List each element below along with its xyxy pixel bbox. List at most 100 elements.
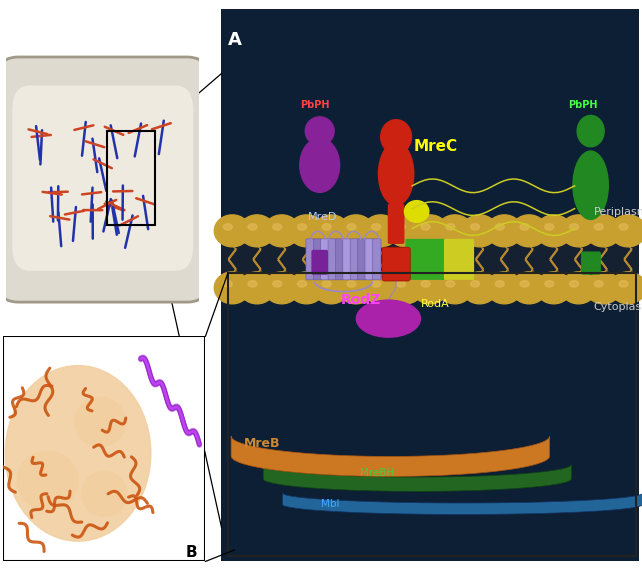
Ellipse shape xyxy=(511,215,547,247)
Text: MreB: MreB xyxy=(244,437,281,450)
Text: Cytoplasm: Cytoplasm xyxy=(594,302,642,312)
Ellipse shape xyxy=(586,272,621,304)
Ellipse shape xyxy=(288,215,324,247)
Ellipse shape xyxy=(594,280,603,287)
Ellipse shape xyxy=(520,280,529,287)
Ellipse shape xyxy=(372,280,381,287)
Ellipse shape xyxy=(569,280,578,287)
Ellipse shape xyxy=(437,272,473,304)
Ellipse shape xyxy=(536,215,572,247)
Ellipse shape xyxy=(396,280,405,287)
FancyBboxPatch shape xyxy=(358,239,366,280)
Ellipse shape xyxy=(471,223,480,230)
Ellipse shape xyxy=(412,215,448,247)
FancyBboxPatch shape xyxy=(0,57,214,302)
FancyBboxPatch shape xyxy=(365,239,374,280)
FancyBboxPatch shape xyxy=(406,239,417,280)
Ellipse shape xyxy=(545,223,554,230)
FancyBboxPatch shape xyxy=(351,239,359,280)
Ellipse shape xyxy=(363,215,399,247)
Ellipse shape xyxy=(82,471,126,516)
Ellipse shape xyxy=(610,215,642,247)
Bar xyxy=(221,9,639,561)
Ellipse shape xyxy=(511,272,547,304)
Ellipse shape xyxy=(248,280,257,287)
Text: RodZ: RodZ xyxy=(340,294,381,307)
Ellipse shape xyxy=(577,115,604,146)
Ellipse shape xyxy=(378,142,413,205)
Ellipse shape xyxy=(239,215,275,247)
Ellipse shape xyxy=(569,223,578,230)
Bar xyxy=(228,273,636,556)
Ellipse shape xyxy=(573,151,608,219)
FancyBboxPatch shape xyxy=(336,239,344,280)
Ellipse shape xyxy=(412,272,448,304)
Ellipse shape xyxy=(560,215,596,247)
Ellipse shape xyxy=(396,223,405,230)
Ellipse shape xyxy=(487,272,523,304)
Ellipse shape xyxy=(437,215,473,247)
FancyBboxPatch shape xyxy=(581,251,601,275)
FancyBboxPatch shape xyxy=(415,239,426,280)
Ellipse shape xyxy=(471,280,480,287)
Ellipse shape xyxy=(356,300,421,337)
FancyBboxPatch shape xyxy=(313,239,322,280)
Text: Mbl: Mbl xyxy=(321,499,340,509)
Ellipse shape xyxy=(520,223,529,230)
Ellipse shape xyxy=(536,272,572,304)
Text: RodA: RodA xyxy=(421,299,449,310)
Ellipse shape xyxy=(313,272,349,304)
FancyBboxPatch shape xyxy=(464,239,474,280)
Ellipse shape xyxy=(75,397,126,447)
Ellipse shape xyxy=(264,215,300,247)
Ellipse shape xyxy=(248,223,257,230)
Ellipse shape xyxy=(347,280,356,287)
Ellipse shape xyxy=(264,272,300,304)
Ellipse shape xyxy=(239,272,275,304)
FancyBboxPatch shape xyxy=(453,239,465,280)
Ellipse shape xyxy=(5,365,151,541)
Ellipse shape xyxy=(421,280,430,287)
Ellipse shape xyxy=(496,280,505,287)
Ellipse shape xyxy=(223,280,232,287)
Ellipse shape xyxy=(619,223,628,230)
Text: A: A xyxy=(228,31,242,50)
Ellipse shape xyxy=(404,201,429,222)
Bar xyxy=(221,243,639,276)
Ellipse shape xyxy=(560,272,596,304)
Ellipse shape xyxy=(322,223,331,230)
Ellipse shape xyxy=(223,223,232,230)
Text: MreD: MreD xyxy=(308,212,338,222)
Ellipse shape xyxy=(306,117,334,145)
FancyBboxPatch shape xyxy=(321,239,329,280)
Ellipse shape xyxy=(372,223,381,230)
Ellipse shape xyxy=(273,280,282,287)
Polygon shape xyxy=(282,493,642,514)
Text: MreBH: MreBH xyxy=(360,468,394,478)
Bar xyxy=(107,131,155,225)
Ellipse shape xyxy=(545,280,554,287)
Ellipse shape xyxy=(586,215,621,247)
Text: PbPH: PbPH xyxy=(300,100,330,111)
Ellipse shape xyxy=(214,215,250,247)
FancyBboxPatch shape xyxy=(343,239,352,280)
Polygon shape xyxy=(231,436,550,477)
Ellipse shape xyxy=(297,223,306,230)
Text: PbPH: PbPH xyxy=(568,100,598,111)
Ellipse shape xyxy=(610,272,642,304)
Ellipse shape xyxy=(214,272,250,304)
FancyBboxPatch shape xyxy=(435,239,446,280)
Ellipse shape xyxy=(313,215,349,247)
Ellipse shape xyxy=(462,272,498,304)
Ellipse shape xyxy=(619,280,628,287)
FancyBboxPatch shape xyxy=(306,239,315,280)
Ellipse shape xyxy=(387,215,423,247)
Ellipse shape xyxy=(347,223,356,230)
FancyBboxPatch shape xyxy=(328,239,336,280)
Ellipse shape xyxy=(300,139,340,193)
Ellipse shape xyxy=(387,272,423,304)
Ellipse shape xyxy=(594,223,603,230)
Ellipse shape xyxy=(363,272,399,304)
Text: B: B xyxy=(186,545,197,560)
Ellipse shape xyxy=(338,272,374,304)
